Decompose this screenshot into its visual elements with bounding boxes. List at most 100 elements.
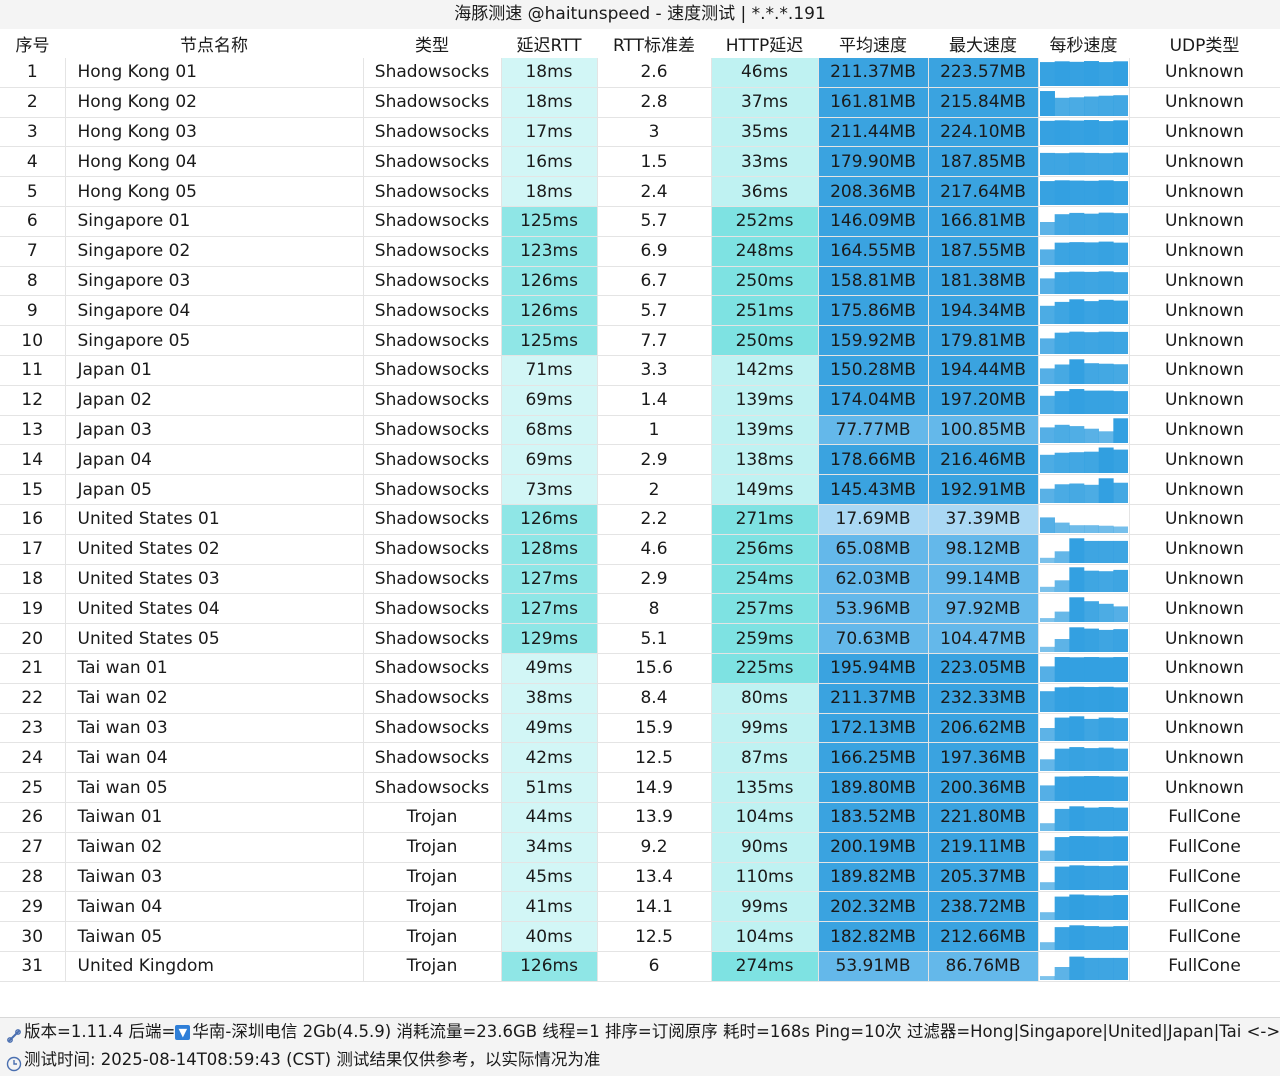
table-row[interactable]: 30 Taiwan 05 Trojan 40ms 12.5 104ms 182.82MB 21… — [0, 921, 1280, 952]
table-row[interactable]: 24 Tai wan 04 Shadowsocks 42ms 12.5 87ms 166.2… — [0, 742, 1280, 774]
node-type: Shadowsocks — [363, 415, 502, 446]
col-header-http-latency[interactable]: HTTP延迟 — [711, 29, 818, 58]
table-row[interactable]: 10 Singapore 05 Shadowsocks 125ms 7.7 250ms 15… — [0, 325, 1280, 356]
node-type: Shadowsocks — [363, 295, 502, 327]
sparkline-chart — [1039, 656, 1128, 682]
col-header-udp-type[interactable]: UDP类型 — [1129, 29, 1280, 58]
udp-type-cell: Unknown — [1129, 415, 1280, 446]
sparkline-chart — [1039, 686, 1128, 712]
sparkline-bar — [1039, 61, 1055, 86]
table-row[interactable]: 1 Hong Kong 01 Shadowsocks 18ms 2.6 46ms 211.3… — [0, 58, 1280, 88]
table-row[interactable]: 29 Taiwan 04 Trojan 41ms 14.1 99ms 202.32MB 238… — [0, 891, 1280, 923]
sparkline-bar — [1054, 120, 1070, 146]
rtt-stddev-cell: 6.7 — [597, 266, 712, 297]
sparkline-bar — [1068, 426, 1084, 444]
node-type: Shadowsocks — [363, 58, 502, 88]
sparkline-bar — [1083, 301, 1099, 325]
table-row[interactable]: 13 Japan 03 Shadowsocks 68ms 1 139ms 77.77MB 10… — [0, 415, 1280, 446]
avg-speed-cell: 174.04MB — [818, 385, 929, 416]
sparkline-bar — [1039, 427, 1055, 444]
row-index: 29 — [0, 891, 66, 923]
sparkline-bar — [1098, 363, 1114, 384]
sparkline-bar — [1083, 540, 1099, 563]
avg-speed-cell: 211.37MB — [818, 58, 929, 88]
table-row[interactable]: 12 Japan 02 Shadowsocks 69ms 1.4 139ms 174.04M… — [0, 385, 1280, 416]
table-row[interactable]: 20 United States 05 Shadowsocks 129ms 5.1 259… — [0, 623, 1280, 654]
node-name: Japan 01 — [65, 355, 364, 386]
sparkline-bar — [1039, 153, 1055, 176]
sparkline-bar — [1112, 606, 1128, 623]
sparkline-bar — [1039, 181, 1055, 206]
table-row[interactable]: 8 Singapore 03 Shadowsocks 126ms 6.7 250ms 158… — [0, 266, 1280, 297]
sparkline-bar — [1083, 835, 1099, 861]
sparkline-bar — [1054, 364, 1070, 384]
sparkline-bar — [1039, 690, 1055, 712]
window-title: 海豚测速 @haitunspeed - 速度测试 | *.*.*.191 — [0, 0, 1280, 29]
table-row[interactable]: 16 United States 01 Shadowsocks 126ms 2.2 271… — [0, 504, 1280, 535]
sparkline-bar — [1083, 895, 1099, 921]
sparkline-bar — [1039, 975, 1055, 980]
col-header-max-speed[interactable]: 最大速度 — [928, 29, 1038, 58]
udp-type-cell: FullCone — [1129, 921, 1280, 952]
table-row[interactable]: 3 Hong Kong 03 Shadowsocks 17ms 3 35ms 211.44M… — [0, 117, 1280, 148]
node-type: Trojan — [363, 921, 502, 952]
row-index: 20 — [0, 623, 66, 654]
sparkline-bar — [1098, 61, 1114, 86]
sparkline-bar — [1083, 429, 1099, 444]
table-row[interactable]: 18 United States 03 Shadowsocks 127ms 2.9 254… — [0, 564, 1280, 595]
sparkline-bar — [1083, 748, 1099, 772]
table-row[interactable]: 27 Taiwan 02 Trojan 34ms 9.2 90ms 200.19MB 219.… — [0, 832, 1280, 863]
table-row[interactable]: 21 Tai wan 01 Shadowsocks 49ms 15.6 225ms 195.… — [0, 653, 1280, 684]
table-row[interactable]: 6 Singapore 01 Shadowsocks 125ms 5.7 252ms 146… — [0, 206, 1280, 237]
table-row[interactable]: 7 Singapore 02 Shadowsocks 123ms 6.9 248ms 164… — [0, 236, 1280, 267]
speed-sparkline — [1038, 951, 1130, 982]
col-header-index[interactable]: 序号 — [0, 29, 65, 58]
sparkline-bar — [1054, 966, 1070, 980]
sparkline-bar — [1039, 850, 1055, 861]
table-row[interactable]: 22 Tai wan 02 Shadowsocks 38ms 8.4 80ms 211.37… — [0, 683, 1280, 714]
sparkline-bar — [1098, 121, 1114, 146]
table-row[interactable]: 25 Tai wan 05 Shadowsocks 51ms 14.9 135ms 189.… — [0, 772, 1280, 803]
col-header-rtt[interactable]: 延迟RTT — [501, 29, 597, 58]
col-header-avg-speed[interactable]: 平均速度 — [818, 29, 928, 58]
table-row[interactable]: 9 Singapore 04 Shadowsocks 126ms 5.7 251ms 175… — [0, 295, 1280, 327]
http-latency-cell: 259ms — [711, 623, 819, 654]
row-index: 30 — [0, 921, 66, 952]
row-index: 9 — [0, 295, 66, 327]
max-speed-cell: 187.55MB — [928, 236, 1039, 267]
table-row[interactable]: 23 Tai wan 03 Shadowsocks 49ms 15.9 99ms 172.1… — [0, 713, 1280, 744]
sparkline-bar — [1098, 571, 1114, 593]
table-row[interactable]: 19 United States 04 Shadowsocks 127ms 8 257ms… — [0, 593, 1280, 625]
sparkline-bar — [1068, 61, 1084, 86]
table-row[interactable]: 26 Taiwan 01 Trojan 44ms 13.9 104ms 183.52MB 22… — [0, 802, 1280, 833]
http-latency-cell: 104ms — [711, 802, 819, 833]
speed-sparkline — [1038, 58, 1130, 88]
sparkline-bar — [1054, 61, 1070, 86]
table-row[interactable]: 15 Japan 05 Shadowsocks 73ms 2 149ms 145.43MB 1… — [0, 474, 1280, 505]
avg-speed-cell: 166.25MB — [818, 742, 929, 774]
sparkline-chart — [1039, 331, 1128, 355]
rtt-cell: 45ms — [501, 862, 598, 893]
sparkline-bar — [1054, 484, 1070, 504]
rtt-cell: 51ms — [501, 772, 598, 803]
table-row[interactable]: 11 Japan 01 Shadowsocks 71ms 3.3 142ms 150.28M… — [0, 355, 1280, 386]
col-header-rtt-stddev[interactable]: RTT标准差 — [597, 29, 711, 58]
col-header-node-name[interactable]: 节点名称 — [65, 29, 363, 58]
col-header-type[interactable]: 类型 — [363, 29, 501, 58]
table-row[interactable]: 4 Hong Kong 04 Shadowsocks 16ms 1.5 33ms 179.9… — [0, 146, 1280, 178]
sparkline-bar — [1098, 657, 1114, 682]
table-row[interactable]: 5 Hong Kong 05 Shadowsocks 18ms 2.4 36ms 208.3… — [0, 176, 1280, 207]
table-row[interactable]: 2 Hong Kong 02 Shadowsocks 18ms 2.8 37ms 161.8… — [0, 87, 1280, 118]
table-row[interactable]: 14 Japan 04 Shadowsocks 69ms 2.9 138ms 178.66M… — [0, 444, 1280, 476]
sparkline-bar — [1112, 213, 1128, 235]
row-index: 3 — [0, 117, 66, 148]
sparkline-bar — [1068, 956, 1084, 980]
table-row[interactable]: 17 United States 02 Shadowsocks 128ms 4.6 256… — [0, 534, 1280, 565]
node-type: Shadowsocks — [363, 146, 502, 178]
table-row[interactable]: 31 United Kingdom Trojan 126ms 6 274ms 53.91MB… — [0, 951, 1280, 982]
sparkline-chart — [1039, 359, 1128, 384]
speed-sparkline — [1038, 444, 1130, 476]
col-header-per-second-speed[interactable]: 每秒速度 — [1038, 29, 1129, 58]
table-row[interactable]: 28 Taiwan 03 Trojan 45ms 13.4 110ms 189.82MB 20… — [0, 862, 1280, 893]
row-index: 25 — [0, 772, 66, 803]
